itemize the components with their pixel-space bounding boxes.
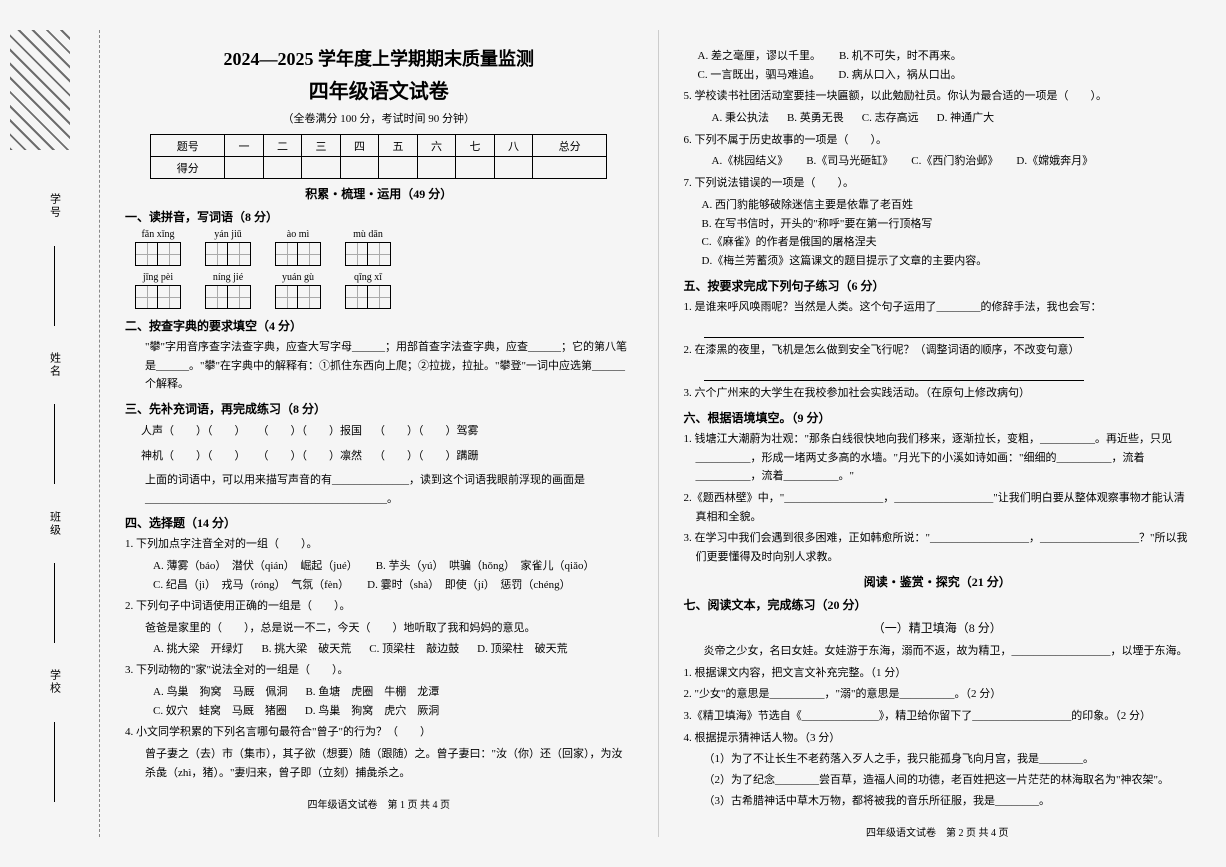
sec4-title: 四、选择题（14 分） bbox=[125, 514, 633, 531]
q2: 2. 下列句子中词语使用正确的一组是（ ）。 bbox=[137, 597, 633, 616]
q4-opts: A. 差之毫厘，谬以千里。B. 机不可失，时不再来。 C. 一言既出，驷马难追。… bbox=[698, 47, 1192, 84]
q1-opts: A. 薄雾（báo） 潜伏（qián） 崛起（jué）B. 芋头（yú） 哄骗（… bbox=[153, 557, 633, 594]
q6: 6. 下列不属于历史故事的一项是（ ）。 bbox=[696, 131, 1192, 150]
q4: 4. 小文同学积累的下列名言哪句最符合"曾子"的行为？（ ） bbox=[137, 723, 633, 742]
sec7-q4a: （1）为了不让长生不老药落入歹人之手，我只能孤身飞向月宫，我是________。 bbox=[704, 750, 1192, 769]
answer-blank bbox=[704, 324, 1084, 338]
page-footer-right: 四年级语文试卷 第 2 页 共 4 页 bbox=[684, 824, 1192, 839]
margin-label-class: 班级 bbox=[47, 511, 63, 537]
table-row: 题号 一 二 三 四 五 六 七 八 总分 bbox=[151, 135, 607, 157]
sec7-q4: 4. 根据提示猜神话人物。（3 分） bbox=[696, 729, 1192, 748]
pinyin-row: fǎn xǐng yán jiū ào mì mù dān bbox=[135, 229, 633, 268]
sec7-title: 七、阅读文本，完成练习（20 分） bbox=[684, 596, 1192, 613]
q5: 5. 学校读书社团活动室要挂一块匾额，以此勉励社员。你认为最合适的一项是（ ）。 bbox=[696, 87, 1192, 106]
page-2: A. 差之毫厘，谬以千里。B. 机不可失，时不再来。 C. 一言既出，驷马难追。… bbox=[659, 30, 1217, 837]
score-table: 题号 一 二 三 四 五 六 七 八 总分 得分 bbox=[150, 134, 607, 179]
hatch-pattern bbox=[10, 30, 70, 150]
sec3-follow: 上面的词语中，可以用来描写声音的有______________，读到这个词语我眼… bbox=[145, 471, 633, 508]
page-1: 2024—2025 学年度上学期期末质量监测 四年级语文试卷 （全卷满分 100… bbox=[100, 30, 659, 837]
sec1-title: 一、读拼音，写词语（8 分） bbox=[125, 208, 633, 225]
q7: 7. 下列说法错误的一项是（ ）。 bbox=[696, 174, 1192, 193]
q2-body: 爸爸是家里的（ ），总是说一不二，今天（ ）地听取了我和妈妈的意见。 bbox=[145, 619, 633, 638]
sec5-q1: 1. 是谁来呼风唤雨呢？当然是人类。这个句子运用了________的修辞手法，我… bbox=[696, 298, 1192, 317]
sec5-title: 五、按要求完成下列句子练习（6 分） bbox=[684, 277, 1192, 294]
sec7-q2: 2. "少女"的意思是__________，"溺"的意思是__________。… bbox=[696, 685, 1192, 704]
sec7-text: 炎帝之少女，名曰女娃。女娃游于东海，溺而不返，故为精卫，____________… bbox=[704, 642, 1192, 661]
margin-label-name: 姓名 bbox=[47, 352, 63, 378]
table-row: 得分 bbox=[151, 157, 607, 179]
pinyin-row: jīng pèi níng jié yuán gù qīng xī bbox=[135, 272, 633, 311]
sec7-q4b: （2）为了纪念________尝百草，造福人间的功德，老百姓把这一片茫茫的林海取… bbox=[704, 771, 1192, 790]
exam-subtitle: 四年级语文试卷 bbox=[125, 75, 633, 104]
sec7-q4c: （3）古希腊神话中草木万物，都将被我的音乐所征服，我是________。 bbox=[704, 792, 1192, 811]
sec7-q3: 3.《精卫填海》节选自《______________》，精卫给你留下了_____… bbox=[696, 707, 1192, 726]
exam-note: （全卷满分 100 分，考试时间 90 分钟） bbox=[125, 110, 633, 126]
sec3-title: 三、先补充词语，再完成练习（8 分） bbox=[125, 400, 633, 417]
sec5-q3: 3. 六个广州来的大学生在我校参加社会实践活动。（在原句上修改病句） bbox=[696, 384, 1192, 403]
q3-opts: A. 鸟巢 狗窝 马厩 佩洞B. 鱼塘 虎圈 牛棚 龙潭 C. 奴穴 蛙窝 马厩… bbox=[153, 683, 633, 720]
margin-label-id: 学号 bbox=[47, 193, 63, 219]
sec2-body: "攀"字用音序查字法查字典，应查大写字母______；用部首查字法查字典，应查_… bbox=[145, 338, 633, 394]
section-header: 阅读・鉴赏・探究（21 分） bbox=[684, 573, 1192, 590]
answer-blank bbox=[704, 367, 1084, 381]
sec7-q1: 1. 根据课文内容，把文言文补充完整。（1 分） bbox=[696, 664, 1192, 683]
sec5-q2: 2. 在漆黑的夜里，飞机是怎么做到安全飞行呢？（调整词语的顺序，不改变句意） bbox=[696, 341, 1192, 360]
q4-body: 曾子妻之（去）市（集市），其子欲（想要）随（跟随）之。曾子妻曰："汝（你）还（回… bbox=[145, 745, 633, 782]
page-footer-left: 四年级语文试卷 第 1 页 共 4 页 bbox=[125, 796, 633, 811]
sec6-q3: 3. 在学习中我们会遇到很多困难，正如韩愈所说："_______________… bbox=[696, 529, 1192, 566]
sec2-title: 二、按查字典的要求填空（4 分） bbox=[125, 317, 633, 334]
q7-opts: A. 西门豹能够破除迷信主要是依靠了老百姓 B. 在写书信时，开头的"称呼"要在… bbox=[702, 196, 1192, 271]
idiom-row: 人声（ ）（ ）（ ）（ ）报国（ ）（ ）驾雾 bbox=[141, 421, 633, 442]
sec7-sub: （一）精卫填海（8 分） bbox=[684, 619, 1192, 636]
sec6-title: 六、根据语境填空。（9 分） bbox=[684, 409, 1192, 426]
margin-label-school: 学校 bbox=[47, 669, 63, 695]
q1: 1. 下列加点字注音全对的一组（ ）。 bbox=[137, 535, 633, 554]
q2-opts: A. 挑大梁 开绿灯B. 挑大梁 破天荒C. 顶梁柱 敲边鼓D. 顶梁柱 破天荒 bbox=[153, 640, 633, 659]
binding-margin: 学号 姓名 班级 学校 bbox=[10, 30, 100, 837]
exam-title: 2024—2025 学年度上学期期末质量监测 bbox=[125, 45, 633, 71]
q6-opts: A.《桃园结义》B.《司马光砸缸》C.《西门豹治邺》D.《嫦娥奔月》 bbox=[712, 152, 1192, 171]
section-header: 积累・梳理・运用（49 分） bbox=[125, 185, 633, 202]
idiom-row: 神机（ ）（ ）（ ）（ ）凛然（ ）（ ）蹒跚 bbox=[141, 446, 633, 467]
q5-opts: A. 秉公执法B. 英勇无畏C. 志存高远D. 神通广大 bbox=[712, 109, 1192, 128]
sec6-q2: 2.《题西林壁》中，"__________________，__________… bbox=[696, 489, 1192, 526]
q3: 3. 下列动物的"家"说法全对的一组是（ ）。 bbox=[137, 661, 633, 680]
sec6-q1: 1. 钱塘江大潮蔚为壮观："那条白线很快地向我们移来，逐渐拉长，变粗，_____… bbox=[696, 430, 1192, 486]
